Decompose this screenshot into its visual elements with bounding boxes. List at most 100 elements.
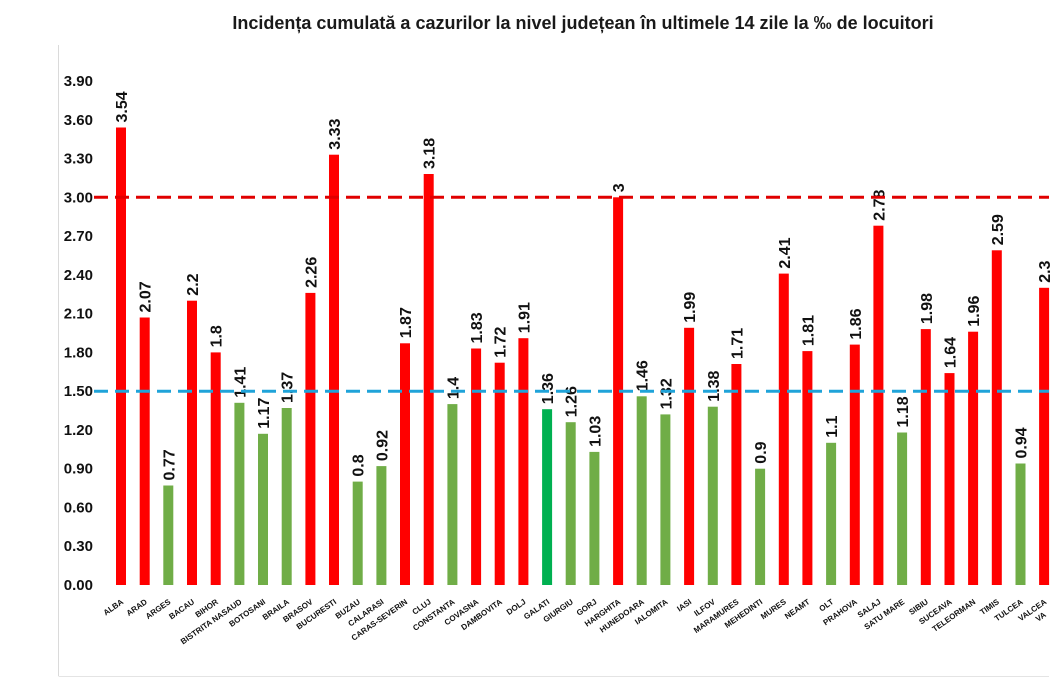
value-label-maramures: 1.71 bbox=[729, 328, 746, 359]
value-label-constanta: 1.4 bbox=[445, 377, 462, 399]
value-label-valcea: 2.3 bbox=[1037, 260, 1050, 282]
y-tick-label: 1.50 bbox=[64, 383, 93, 400]
bar-teleorman bbox=[968, 331, 979, 585]
y-tick-label: 1.20 bbox=[64, 422, 93, 439]
value-label-brasov: 2.26 bbox=[303, 257, 320, 288]
bar-ilfov bbox=[707, 406, 718, 585]
bar-bistrita-nasaud bbox=[234, 402, 245, 585]
bars bbox=[116, 127, 1050, 586]
y-tick-label: 3.30 bbox=[64, 151, 93, 168]
value-label-calarasi: 0.92 bbox=[374, 430, 391, 461]
chart-title: Incidența cumulată a cazurilor la nivel … bbox=[232, 13, 934, 33]
value-label-dolj: 1.91 bbox=[516, 302, 533, 333]
bar-tulcea bbox=[1015, 463, 1026, 585]
bar-botosani bbox=[258, 433, 268, 585]
x-label-alba: ALBA bbox=[102, 597, 126, 617]
value-label-dambovita: 1.72 bbox=[493, 326, 510, 357]
bar-salaj bbox=[873, 225, 884, 585]
bar-valcea bbox=[1039, 287, 1050, 585]
bar-calarasi bbox=[376, 466, 387, 585]
bar-ialomita bbox=[660, 414, 671, 585]
bar-mehedinti bbox=[755, 468, 766, 585]
bar-neamt bbox=[802, 351, 813, 585]
bar-alba bbox=[116, 127, 126, 585]
value-label-covasna: 1.83 bbox=[469, 312, 486, 343]
value-label-neamt: 1.81 bbox=[800, 315, 817, 346]
value-label-teleorman: 1.96 bbox=[966, 295, 983, 326]
bar-timis bbox=[991, 250, 1002, 586]
bar-iasi bbox=[684, 327, 695, 585]
bar-dambovita bbox=[494, 362, 505, 585]
y-tick-label: 2.40 bbox=[64, 267, 93, 284]
value-labels: 3.54 2.07 0.77 2.2 1.8 1.41 1.17 1.37 2.26 3.33 0.… bbox=[114, 91, 1050, 480]
y-tick-label: 3.00 bbox=[64, 189, 93, 206]
bar-satu-mare bbox=[897, 432, 908, 585]
bar-bacau bbox=[187, 300, 197, 585]
x-label-mures: MURES bbox=[759, 597, 788, 621]
bar-buzau bbox=[352, 481, 363, 585]
y-tick-label: 3.60 bbox=[64, 112, 93, 129]
bar-olt bbox=[826, 442, 837, 585]
bar-arges bbox=[163, 485, 174, 585]
bar-dolj bbox=[518, 338, 529, 585]
value-label-tulcea: 0.94 bbox=[1014, 427, 1031, 458]
bar-maramures bbox=[731, 364, 742, 585]
value-label-botosani: 1.17 bbox=[256, 398, 273, 429]
bar-mures bbox=[778, 273, 789, 585]
value-label-bacau: 2.2 bbox=[185, 273, 202, 295]
bar-hunedoara bbox=[636, 396, 647, 585]
value-label-braila: 1.37 bbox=[280, 372, 297, 403]
value-label-mures: 2.41 bbox=[777, 237, 794, 268]
value-label-harghita: 3 bbox=[611, 183, 628, 192]
value-label-satu-mare: 1.18 bbox=[895, 396, 912, 427]
y-tick-label: 3.90 bbox=[64, 73, 93, 90]
y-tick-label: 0.00 bbox=[64, 577, 93, 594]
value-label-suceava: 1.64 bbox=[943, 337, 960, 368]
bar-constanta bbox=[447, 404, 458, 585]
value-label-sibiu: 1.98 bbox=[919, 293, 936, 324]
value-label-gorj: 1.03 bbox=[587, 416, 604, 447]
bar-bihor bbox=[210, 352, 221, 585]
bar-braila bbox=[281, 408, 292, 585]
value-label-arges: 0.77 bbox=[161, 449, 178, 480]
bar-caras-severin bbox=[400, 343, 410, 585]
value-label-cluj: 3.18 bbox=[422, 138, 439, 169]
value-label-iasi: 1.99 bbox=[682, 292, 699, 323]
value-label-timis: 2.59 bbox=[990, 214, 1007, 245]
y-tick-label: 0.90 bbox=[64, 461, 93, 478]
x-label-iasi: IASI bbox=[675, 597, 693, 613]
value-label-salaj: 2.78 bbox=[871, 189, 888, 220]
y-tick-label: 0.30 bbox=[64, 538, 93, 555]
value-label-bistrita-nasaud: 1.41 bbox=[232, 367, 249, 398]
y-axis-tick-labels: 0.00 0.30 0.60 0.90 1.20 1.50 1.80 2.10 2.40 2.70… bbox=[64, 73, 93, 594]
value-label-buzau: 0.8 bbox=[351, 454, 368, 476]
bar-suceava bbox=[944, 373, 955, 585]
value-label-bucuresti: 3.33 bbox=[327, 118, 344, 149]
value-label-caras-severin: 1.87 bbox=[398, 307, 415, 338]
x-label-neamt: NEAMT bbox=[783, 597, 812, 621]
bar-prahova bbox=[849, 344, 860, 585]
y-tick-label: 2.10 bbox=[64, 306, 93, 323]
bar-covasna bbox=[471, 348, 482, 585]
value-label-olt: 1.1 bbox=[824, 415, 841, 437]
bar-cluj bbox=[423, 174, 434, 585]
value-label-hunedoara: 1.46 bbox=[635, 360, 652, 391]
value-label-ialomita: 1.32 bbox=[658, 378, 675, 409]
value-label-giurgiu: 1.26 bbox=[564, 386, 581, 417]
x-label-bacau: BACAU bbox=[167, 597, 196, 621]
bar-sibiu bbox=[920, 329, 931, 585]
value-label-galati: 1.36 bbox=[540, 373, 557, 404]
value-label-arad: 2.07 bbox=[138, 281, 155, 312]
reference-lines bbox=[94, 195, 1049, 393]
bar-galati bbox=[542, 409, 553, 585]
chart-frame bbox=[58, 45, 1049, 677]
bar-harghita bbox=[613, 197, 624, 586]
bar-brasov bbox=[305, 292, 316, 585]
value-label-ilfov: 1.38 bbox=[706, 370, 723, 401]
value-label-alba: 3.54 bbox=[114, 91, 131, 122]
y-tick-label: 2.70 bbox=[64, 228, 93, 245]
bar-giurgiu bbox=[565, 422, 576, 585]
